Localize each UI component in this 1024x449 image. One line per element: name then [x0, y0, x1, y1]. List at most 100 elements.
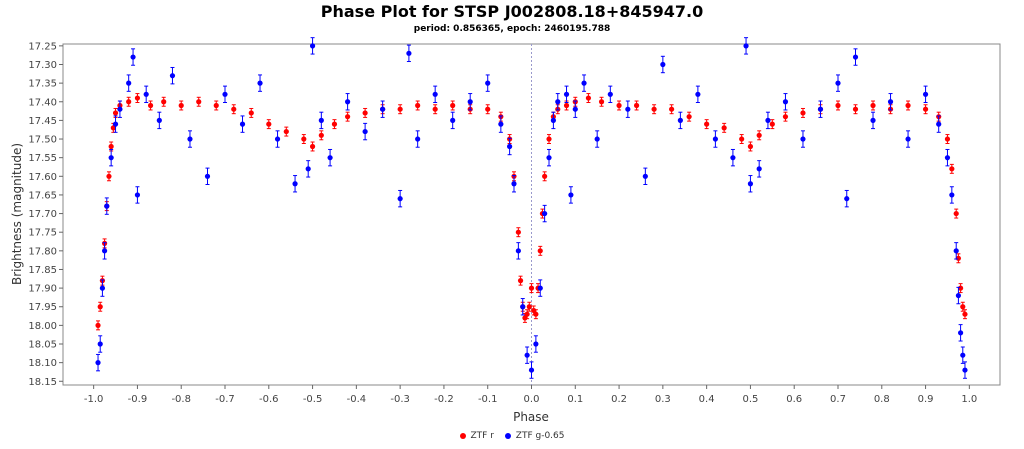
data-point-ztf-g	[949, 186, 955, 204]
point-marker	[169, 73, 176, 79]
data-point-ztf-r	[515, 227, 521, 238]
chart-subtitle: period: 0.856365, epoch: 2460195.788	[413, 24, 611, 34]
point-marker	[345, 114, 351, 120]
point-marker	[730, 155, 736, 161]
x-tick-label: 0.1	[567, 394, 583, 405]
point-marker	[642, 173, 648, 179]
data-point-ztf-r	[283, 126, 289, 137]
x-tick-label: 0.8	[874, 394, 890, 405]
data-point-ztf-g	[581, 74, 587, 92]
point-marker	[134, 192, 141, 198]
data-point-ztf-g	[380, 100, 386, 118]
point-marker	[520, 304, 526, 310]
point-marker	[704, 121, 710, 127]
point-marker	[266, 121, 272, 127]
data-point-ztf-r	[397, 104, 403, 115]
point-marker	[563, 102, 570, 109]
data-point-ztf-g	[134, 186, 141, 204]
data-point-ztf-g	[450, 111, 456, 130]
point-marker	[507, 143, 513, 150]
x-tick-label: -0.2	[434, 394, 454, 405]
data-point-ztf-r	[957, 283, 964, 294]
y-tick-label: 17.85	[28, 265, 57, 276]
point-marker	[524, 352, 530, 358]
y-tick-label: 18.05	[28, 340, 57, 351]
data-point-ztf-g	[905, 130, 911, 148]
point-marker	[362, 128, 368, 135]
point-marker	[318, 132, 324, 138]
data-point-ztf-r	[485, 104, 491, 115]
point-marker	[546, 136, 552, 142]
y-tick-label: 17.55	[28, 153, 57, 164]
point-marker	[769, 121, 775, 127]
point-marker	[957, 330, 964, 336]
data-point-ztf-g	[222, 85, 228, 104]
point-marker	[345, 99, 351, 105]
y-tick-label: 17.25	[28, 41, 57, 52]
data-point-ztf-r	[616, 100, 622, 111]
point-marker	[213, 102, 219, 109]
point-marker	[309, 43, 316, 49]
point-marker	[669, 106, 675, 112]
data-point-ztf-g	[533, 335, 539, 353]
data-point-ztf-g	[817, 100, 824, 118]
data-point-ztf-g	[936, 115, 942, 133]
x-axis-label: Phase	[513, 410, 549, 424]
data-point-ztf-r	[563, 100, 570, 111]
data-point-ztf-g	[507, 137, 513, 156]
chart-title: Phase Plot for STSP J002808.18+845947.0	[320, 2, 704, 21]
data-point-ztf-g	[625, 100, 631, 118]
data-point-ztf-r	[524, 309, 530, 320]
data-point-ztf-g	[712, 130, 718, 148]
point-marker	[852, 54, 859, 60]
point-marker	[949, 166, 955, 172]
data-point-ztf-r	[196, 96, 202, 107]
data-point-ztf-g	[957, 324, 964, 342]
data-point-ztf-r	[905, 100, 911, 111]
point-marker	[960, 352, 966, 358]
data-point-ztf-g	[204, 167, 211, 185]
point-marker	[485, 80, 491, 86]
point-marker	[800, 110, 806, 116]
data-point-ztf-r	[432, 104, 438, 115]
y-axis: 17.25 17.30 17.35 17.40 17.45 17.50 17.55 17.60…	[28, 41, 63, 388]
y-tick-label: 17.40	[28, 97, 57, 108]
data-point-ztf-g	[782, 93, 789, 111]
data-point-ztf-r	[147, 100, 154, 111]
data-point-ztf-r	[651, 104, 657, 115]
point-marker	[415, 136, 421, 142]
data-point-ztf-g	[765, 111, 771, 130]
data-point-ztf-g	[99, 279, 106, 297]
data-point-ztf-r	[533, 309, 539, 320]
point-marker	[406, 50, 412, 56]
data-point-ztf-r	[450, 100, 456, 111]
data-point-ztf-r	[301, 134, 307, 145]
data-point-ztf-r	[955, 253, 962, 264]
point-marker	[327, 155, 333, 161]
legend-marker-ztf-r	[459, 433, 466, 439]
data-point-ztf-g	[467, 93, 473, 111]
point-marker	[498, 121, 504, 127]
data-points	[95, 37, 968, 379]
x-tick-label: 0.5	[742, 394, 758, 405]
point-marker	[380, 106, 386, 112]
x-tick-label: 0.2	[611, 394, 627, 405]
point-marker	[953, 210, 959, 217]
x-tick-label: 0.4	[699, 394, 715, 405]
point-marker	[756, 132, 762, 138]
point-marker	[147, 102, 154, 109]
y-tick-label: 17.80	[28, 246, 57, 257]
point-marker	[95, 322, 101, 328]
data-point-ztf-r	[108, 141, 114, 152]
data-point-ztf-g	[415, 130, 421, 148]
legend-item-ztf-g: ZTF g-0.65	[504, 431, 564, 441]
point-marker	[156, 117, 162, 123]
point-marker	[533, 341, 539, 347]
data-point-ztf-r	[331, 119, 338, 130]
point-marker	[130, 54, 136, 60]
data-point-ztf-r	[213, 100, 219, 111]
data-point-ztf-g	[117, 100, 123, 118]
point-marker	[526, 304, 532, 310]
x-tick-label: -0.1	[478, 394, 498, 405]
x-tick-label: -0.7	[215, 394, 235, 405]
